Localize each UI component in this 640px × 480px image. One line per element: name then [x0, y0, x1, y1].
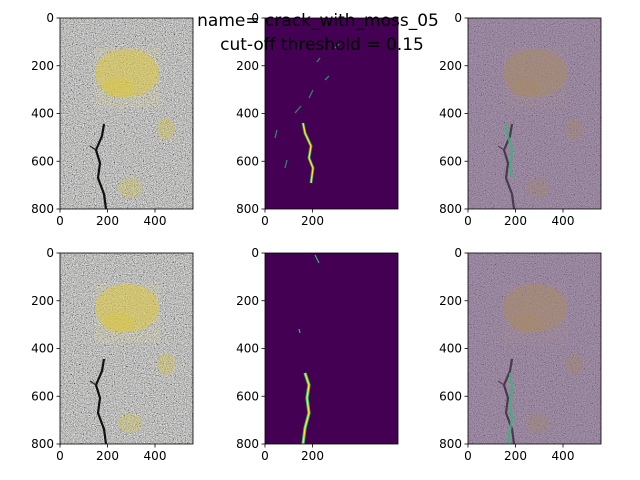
x-tick-label: 0 [56, 449, 64, 463]
y-tick-label: 600 [31, 154, 54, 168]
y-tick-label: 400 [439, 342, 462, 356]
moss-patches [95, 283, 175, 433]
moss-speckle [95, 283, 160, 343]
y-tick-label: 600 [236, 154, 259, 168]
y-tick-label: 600 [31, 389, 54, 403]
mask-crack [302, 372, 310, 445]
crack-line [94, 123, 108, 210]
subplot-2: 0 200 0 200 400 600 800 [236, 11, 399, 228]
y-tick-label: 400 [236, 107, 259, 121]
y-tick-label: 600 [439, 154, 462, 168]
x-tick-label: 200 [301, 449, 324, 463]
y-tick-label: 0 [46, 11, 54, 25]
figure-title-line-2: cut-off threshold = 0.15 [220, 35, 424, 55]
predicted-fragment [334, 43, 340, 49]
moss-patches [95, 48, 175, 198]
subplot-5: 0 200 0 200 400 600 800 [236, 246, 399, 463]
mask-fragment-mid [298, 328, 301, 334]
overlay-tint [468, 253, 601, 444]
y-tick-label: 200 [236, 294, 259, 308]
x-tick-label: 400 [144, 214, 167, 228]
y-tick-label: 800 [439, 202, 462, 216]
subplot-1: 0 200 400 0 200 400 600 800 [31, 11, 194, 228]
figure-title-line-1: name= crack_with_moss_05 [197, 11, 439, 31]
y-tick-label: 400 [31, 342, 54, 356]
y-tick-label: 0 [46, 246, 54, 260]
y-tick-label: 400 [31, 107, 54, 121]
mask-background [265, 253, 398, 444]
mask-background [265, 18, 398, 209]
x-tick-label: 0 [261, 214, 269, 228]
y-tick-label: 400 [236, 342, 259, 356]
y-tick-label: 200 [439, 294, 462, 308]
y-tick-label: 800 [31, 437, 54, 451]
x-tick-label: 200 [96, 214, 119, 228]
x-tick-label: 200 [96, 449, 119, 463]
y-tick-label: 800 [236, 437, 259, 451]
y-tick-label: 200 [31, 294, 54, 308]
x-tick-label: 0 [464, 449, 472, 463]
y-tick-label: 800 [236, 202, 259, 216]
moss-patch-right [157, 353, 175, 375]
predicted-fragment [274, 129, 278, 139]
overlay-crack [506, 372, 514, 445]
subplot-3: 0 200 400 0 200 400 600 800 [439, 11, 602, 228]
crack-branch [89, 380, 97, 386]
y-tick-label: 200 [439, 59, 462, 73]
predicted-fragment [308, 89, 314, 99]
x-tick-label: 0 [56, 214, 64, 228]
y-tick-label: 400 [439, 107, 462, 121]
overlay-crack [504, 122, 514, 179]
y-tick-label: 600 [236, 389, 259, 403]
y-tick-label: 200 [236, 59, 259, 73]
crack-line [94, 358, 108, 445]
y-tick-label: 800 [439, 437, 462, 451]
moss-patch-bottom [118, 413, 142, 433]
predicted-fragment [284, 159, 288, 169]
x-tick-label: 200 [504, 449, 527, 463]
predicted-fragment [294, 105, 302, 114]
y-tick-label: 200 [31, 59, 54, 73]
predicted-fragment [316, 57, 321, 63]
y-tick-label: 0 [454, 246, 462, 260]
predicted-fragment [324, 75, 330, 81]
x-tick-label: 0 [261, 449, 269, 463]
moss-patch-right [157, 118, 175, 140]
y-tick-label: 0 [251, 11, 259, 25]
crack-branch [89, 145, 97, 151]
x-tick-label: 0 [464, 214, 472, 228]
moss-speckle [95, 48, 160, 108]
x-tick-label: 200 [301, 214, 324, 228]
x-tick-label: 400 [552, 449, 575, 463]
y-tick-label: 600 [439, 389, 462, 403]
y-tick-label: 0 [251, 246, 259, 260]
x-tick-label: 400 [552, 214, 575, 228]
y-tick-label: 800 [31, 202, 54, 216]
mask-fragment-top [314, 254, 320, 264]
x-tick-label: 200 [504, 214, 527, 228]
subplot-6: 0 200 400 0 200 400 600 800 [439, 246, 602, 463]
y-tick-label: 0 [454, 11, 462, 25]
moss-patch-bottom [118, 178, 142, 198]
overlay-tint [468, 18, 601, 209]
predicted-crack [302, 122, 314, 184]
x-tick-label: 400 [144, 449, 167, 463]
subplot-4: 0 200 400 0 200 400 600 800 [31, 246, 194, 463]
